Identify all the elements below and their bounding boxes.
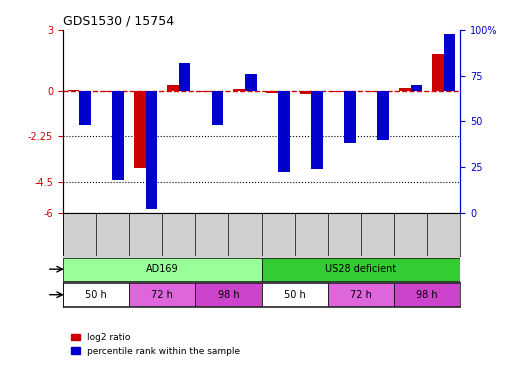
Bar bbox=[245, 74, 256, 91]
Text: US28 deficient: US28 deficient bbox=[325, 264, 396, 274]
Bar bbox=[378, 91, 389, 140]
Bar bbox=[101, 91, 112, 92]
Bar bbox=[134, 91, 145, 168]
Bar bbox=[79, 91, 91, 125]
Bar bbox=[411, 85, 422, 91]
FancyBboxPatch shape bbox=[63, 283, 129, 306]
Bar bbox=[233, 89, 245, 91]
FancyBboxPatch shape bbox=[262, 283, 328, 306]
Bar bbox=[366, 91, 378, 92]
Bar bbox=[200, 91, 212, 92]
Bar bbox=[266, 91, 278, 93]
Legend: log2 ratio, percentile rank within the sample: log2 ratio, percentile rank within the s… bbox=[67, 330, 244, 359]
Text: AD169: AD169 bbox=[146, 264, 178, 274]
FancyBboxPatch shape bbox=[328, 283, 394, 306]
Bar bbox=[67, 90, 79, 91]
Bar bbox=[212, 91, 223, 125]
FancyBboxPatch shape bbox=[63, 258, 262, 280]
Bar bbox=[444, 34, 455, 91]
FancyBboxPatch shape bbox=[262, 258, 460, 280]
Bar bbox=[112, 91, 124, 180]
Bar bbox=[145, 91, 157, 209]
Bar bbox=[167, 85, 179, 91]
FancyBboxPatch shape bbox=[195, 283, 262, 306]
Bar bbox=[432, 54, 444, 91]
FancyBboxPatch shape bbox=[129, 283, 195, 306]
FancyBboxPatch shape bbox=[394, 283, 460, 306]
Bar bbox=[399, 88, 411, 91]
Text: 50 h: 50 h bbox=[85, 290, 107, 300]
Text: 98 h: 98 h bbox=[218, 290, 239, 300]
Bar bbox=[179, 63, 190, 91]
Bar bbox=[344, 91, 356, 143]
Text: 72 h: 72 h bbox=[151, 290, 173, 300]
Bar bbox=[278, 91, 290, 172]
Bar bbox=[333, 91, 344, 92]
Bar bbox=[311, 91, 323, 169]
Text: GDS1530 / 15754: GDS1530 / 15754 bbox=[63, 15, 174, 27]
Text: 50 h: 50 h bbox=[284, 290, 305, 300]
Bar bbox=[300, 91, 311, 94]
Text: 72 h: 72 h bbox=[350, 290, 372, 300]
Text: 98 h: 98 h bbox=[416, 290, 438, 300]
